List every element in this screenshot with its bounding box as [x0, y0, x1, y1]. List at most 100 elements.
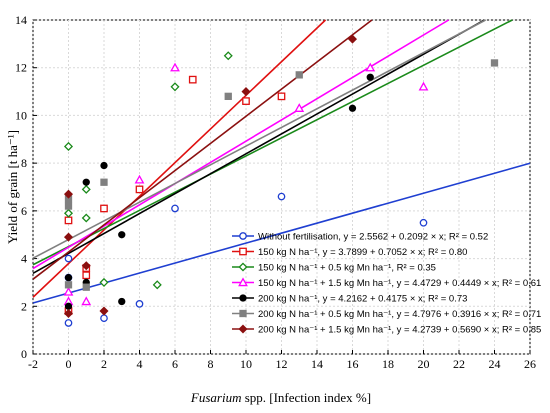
data-point: [64, 281, 73, 289]
legend-marker: [239, 247, 247, 256]
data-point: [419, 218, 428, 227]
x-tick-label: 26: [524, 357, 536, 371]
data-point: [294, 103, 305, 112]
x-tick-label: 4: [137, 357, 143, 371]
data-point: [170, 62, 180, 72]
data-point: [295, 71, 303, 79]
x-tick-label: 8: [208, 357, 214, 371]
data-point: [100, 161, 108, 170]
y-tick-label: 6: [21, 204, 27, 218]
regression-line: [32, 19, 485, 275]
regression-line: [32, 19, 373, 280]
legend-marker: [238, 324, 248, 334]
data-point: [81, 296, 92, 306]
x-tick-label: 6: [172, 357, 178, 371]
regression-line: [32, 19, 486, 259]
legend-label: 150 kg N ha⁻¹, y = 3.7899 + 0.7052 × x; …: [258, 247, 467, 258]
data-point: [64, 274, 73, 282]
y-tick-label: 2: [21, 299, 27, 313]
data-point: [82, 178, 90, 186]
y-tick-label: 0: [21, 347, 27, 361]
data-point: [170, 82, 180, 92]
legend-label: Without fertilisation, y = 2.5562 + 0.20…: [258, 232, 488, 243]
data-point: [100, 204, 108, 213]
legend-label: 150 kg N ha⁻¹ + 1.5 kg Mn ha⁻¹, y = 4.47…: [258, 278, 541, 289]
data-point: [348, 104, 357, 112]
data-point: [63, 232, 74, 242]
data-point: [64, 302, 73, 310]
x-tick-label: 12: [276, 357, 288, 371]
x-tick-label: 10: [240, 357, 252, 371]
data-point: [134, 174, 145, 184]
regression-line: [32, 162, 531, 304]
data-point: [223, 51, 233, 61]
x-tick-label: 0: [66, 357, 72, 371]
data-point: [241, 87, 251, 97]
x-tick-label: 20: [418, 357, 430, 371]
x-tick-label: 14: [311, 357, 323, 371]
legend-marker: [239, 232, 247, 240]
legend-label: 200 kg N ha⁻¹ + 1.5 kg Mn ha⁻¹, y = 4.27…: [258, 325, 541, 336]
data-point: [171, 204, 179, 213]
legend-marker: [238, 277, 248, 287]
y-tick-label: 8: [21, 156, 27, 170]
data-point: [99, 277, 109, 287]
regression-line: [32, 19, 513, 266]
data-point: [82, 283, 90, 291]
x-axis-title: Fusarium spp. [Infection index %]: [190, 390, 371, 405]
x-tick-label: 18: [382, 357, 394, 371]
data-points: [63, 34, 499, 327]
data-point: [135, 185, 144, 194]
data-point: [63, 141, 74, 151]
x-tick-label: -2: [28, 357, 38, 371]
legend-label: 200 kg N ha⁻¹ + 0.5 kg Mn ha⁻¹, y = 4.79…: [258, 309, 541, 320]
legend-label: 150 kg N ha⁻¹ + 0.5 kg Mn ha⁻¹, R² = 0.3…: [258, 263, 436, 274]
data-point: [63, 308, 74, 318]
data-point: [242, 97, 250, 105]
legend-marker: [238, 262, 248, 272]
data-point: [82, 271, 91, 280]
data-point: [277, 192, 286, 201]
data-point: [64, 319, 73, 327]
data-point: [81, 184, 91, 194]
y-tick-label: 4: [21, 252, 27, 266]
data-point: [418, 81, 429, 91]
data-point: [63, 208, 74, 218]
x-axis-title-rest: spp. [Infection index %]: [241, 390, 371, 405]
x-tick-label: 22: [453, 357, 465, 371]
y-tick-label: 10: [15, 108, 27, 122]
x-axis-title-italic: Fusarium: [190, 390, 242, 405]
y-tick-label: 12: [15, 61, 27, 75]
data-point: [347, 34, 358, 44]
data-point: [118, 231, 126, 239]
legend-marker: [239, 309, 247, 318]
data-point: [63, 189, 74, 199]
legend-marker: [239, 294, 247, 302]
x-tick-label: 24: [489, 357, 501, 371]
data-point: [63, 286, 74, 296]
data-point: [118, 297, 126, 306]
regression-line: [32, 19, 327, 298]
data-point: [64, 254, 73, 263]
data-point: [224, 92, 232, 100]
data-point: [81, 213, 91, 223]
data-point: [64, 216, 73, 225]
data-point: [81, 261, 91, 271]
data-point: [366, 73, 374, 81]
data-point: [100, 178, 108, 186]
data-point: [365, 62, 376, 72]
legend: Without fertilisation, y = 2.5562 + 0.20…: [232, 232, 541, 336]
y-tick-label: 14: [15, 13, 27, 27]
data-point: [99, 306, 109, 316]
legend-label: 200 kg N ha⁻¹, y = 4.2162 + 0.4175 × x; …: [258, 294, 467, 305]
x-tick-label: 2: [101, 357, 107, 371]
data-point: [277, 92, 286, 101]
data-point: [490, 59, 499, 67]
regression-lines: [32, 19, 531, 304]
x-tick-label: 16: [347, 357, 359, 371]
data-point: [152, 280, 162, 290]
data-point: [64, 202, 73, 210]
y-axis-title: Yield of grain [t ha⁻¹]: [5, 130, 20, 244]
